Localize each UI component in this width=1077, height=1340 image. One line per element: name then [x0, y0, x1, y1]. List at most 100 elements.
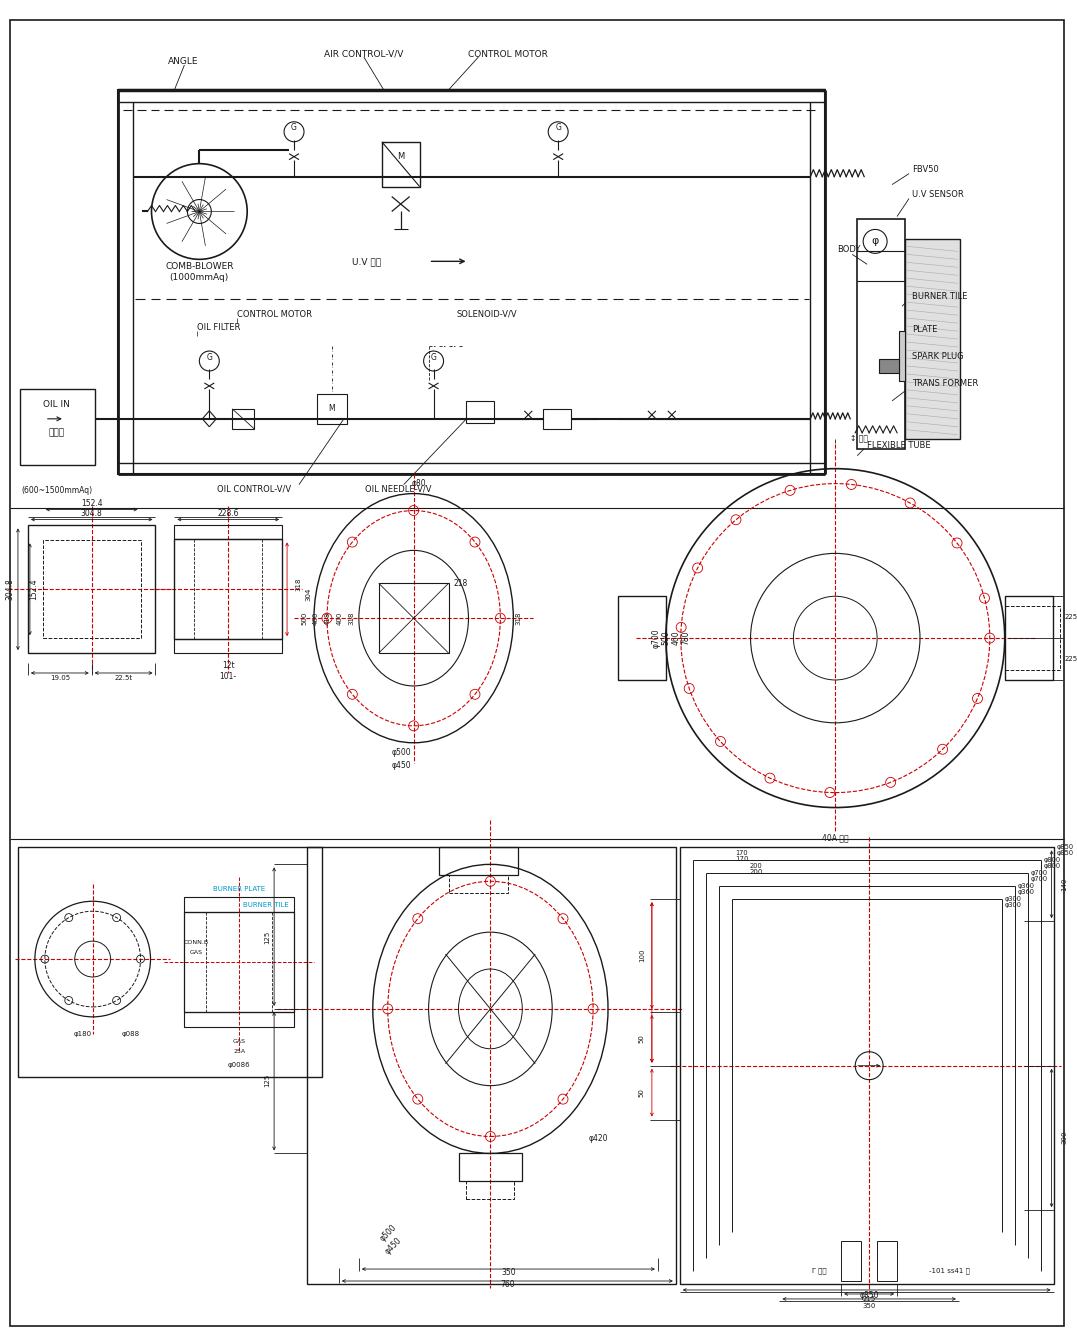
Text: 50: 50	[639, 1088, 645, 1097]
Text: OIL NEEDLE-V/V: OIL NEEDLE-V/V	[365, 484, 432, 493]
Text: 300: 300	[1062, 1131, 1067, 1144]
Text: 22.5t: 22.5t	[114, 675, 132, 681]
Text: ↕ 소켓: ↕ 소켓	[850, 434, 868, 444]
Text: 200: 200	[750, 863, 763, 870]
Bar	[877, 1241, 897, 1281]
Text: φ500: φ500	[392, 748, 411, 757]
Text: ANGLE: ANGLE	[167, 58, 198, 67]
Text: CONTROL MOTOR: CONTROL MOTOR	[468, 50, 548, 59]
Text: 125: 125	[264, 930, 270, 943]
Bar	[618, 596, 666, 679]
Text: 125: 125	[264, 1075, 270, 1087]
Text: Γ 너트: Γ 너트	[812, 1268, 827, 1274]
Bar	[841, 1241, 862, 1281]
Text: 152.4: 152.4	[81, 498, 102, 508]
Text: φ300: φ300	[1005, 896, 1022, 902]
Text: FBV50: FBV50	[912, 165, 939, 174]
Text: TRANS FORMER: TRANS FORMER	[912, 379, 978, 389]
Bar	[233, 409, 254, 429]
Text: CONN.B: CONN.B	[184, 939, 209, 945]
Text: φ420: φ420	[588, 1134, 607, 1143]
Text: φ80: φ80	[411, 480, 425, 488]
Bar	[857, 220, 905, 449]
Text: SPARK PLUG: SPARK PLUG	[912, 351, 964, 360]
Bar	[184, 1012, 294, 1026]
Text: 500: 500	[661, 631, 670, 646]
Text: BURNER PLATE: BURNER PLATE	[213, 886, 265, 892]
Text: φ0086: φ0086	[228, 1061, 251, 1068]
Text: G: G	[556, 123, 561, 133]
Bar	[28, 525, 155, 653]
Text: φ360: φ360	[1018, 883, 1035, 890]
Bar	[381, 142, 420, 186]
Bar	[43, 540, 140, 638]
Bar	[448, 875, 508, 894]
Text: G: G	[207, 352, 212, 362]
Text: 200: 200	[750, 870, 763, 875]
Text: PLATE: PLATE	[912, 324, 937, 334]
Text: (1000mmAq): (1000mmAq)	[170, 273, 229, 281]
Bar	[184, 913, 294, 1012]
Bar	[899, 331, 905, 381]
Bar	[117, 90, 825, 473]
Text: φ700: φ700	[1031, 876, 1048, 882]
Bar	[174, 525, 282, 540]
Text: 460: 460	[313, 611, 319, 624]
Bar	[379, 583, 448, 653]
Text: BODY: BODY	[837, 245, 861, 253]
Text: 304.8: 304.8	[5, 579, 14, 600]
Text: 318: 318	[295, 578, 302, 591]
Text: 760: 760	[500, 1281, 515, 1289]
Text: 170: 170	[736, 851, 749, 856]
Text: G: G	[431, 352, 436, 362]
Text: M: M	[397, 153, 404, 161]
Text: OIL FILTER: OIL FILTER	[197, 323, 241, 331]
Text: 12t: 12t	[222, 661, 235, 670]
Text: OIL IN: OIL IN	[43, 401, 70, 409]
Text: φ500: φ500	[379, 1223, 398, 1244]
Text: 25A: 25A	[233, 1049, 246, 1055]
Text: φ180: φ180	[73, 1030, 92, 1037]
Text: 225: 225	[1064, 657, 1077, 662]
Text: φ300: φ300	[1005, 902, 1022, 909]
Text: 418: 418	[325, 611, 331, 624]
Text: AIR CONTROL-V/V: AIR CONTROL-V/V	[324, 50, 404, 59]
Text: φ360: φ360	[1018, 890, 1035, 895]
Text: 780: 780	[682, 631, 690, 646]
Text: FLEXIBLE TUBE: FLEXIBLE TUBE	[867, 441, 931, 450]
Text: 40A 소켓: 40A 소켓	[822, 833, 849, 842]
Text: φ450: φ450	[383, 1235, 404, 1256]
Text: -101 ss41 판: -101 ss41 판	[929, 1268, 970, 1274]
Text: 101-: 101-	[220, 673, 237, 682]
Text: 부스터: 부스터	[48, 429, 65, 437]
Bar	[174, 540, 282, 639]
Text: 318: 318	[349, 611, 354, 624]
Bar	[18, 847, 322, 1076]
Text: 152.4: 152.4	[29, 579, 39, 600]
Text: 318: 318	[515, 611, 521, 624]
Text: BURNER TILE: BURNER TILE	[243, 902, 289, 909]
Text: 304.8: 304.8	[81, 509, 102, 519]
Bar	[680, 847, 1053, 1284]
Text: φ800: φ800	[1044, 863, 1061, 870]
Text: φ850: φ850	[859, 1292, 879, 1300]
Text: OIL CONTROL-V/V: OIL CONTROL-V/V	[218, 484, 291, 493]
Text: BURNER TILE: BURNER TILE	[912, 292, 967, 300]
Bar	[1005, 596, 1052, 679]
Text: φ850: φ850	[1057, 844, 1074, 851]
Text: φ700: φ700	[1031, 871, 1048, 876]
Text: 304: 304	[305, 587, 311, 600]
Text: (600~1500mmAq): (600~1500mmAq)	[22, 486, 93, 494]
Text: 228.6: 228.6	[218, 509, 239, 519]
Text: GAS: GAS	[190, 950, 202, 954]
Text: COMB-BLOWER: COMB-BLOWER	[165, 261, 234, 271]
Text: φ450: φ450	[392, 761, 411, 770]
Bar	[438, 847, 518, 875]
Text: φ850: φ850	[1057, 851, 1074, 856]
Bar	[466, 1182, 515, 1199]
Bar	[459, 1154, 522, 1182]
Text: M: M	[328, 405, 335, 413]
Text: SOLENOID-V/V: SOLENOID-V/V	[456, 310, 517, 319]
Text: 218: 218	[453, 579, 467, 588]
Text: φ: φ	[871, 236, 879, 247]
